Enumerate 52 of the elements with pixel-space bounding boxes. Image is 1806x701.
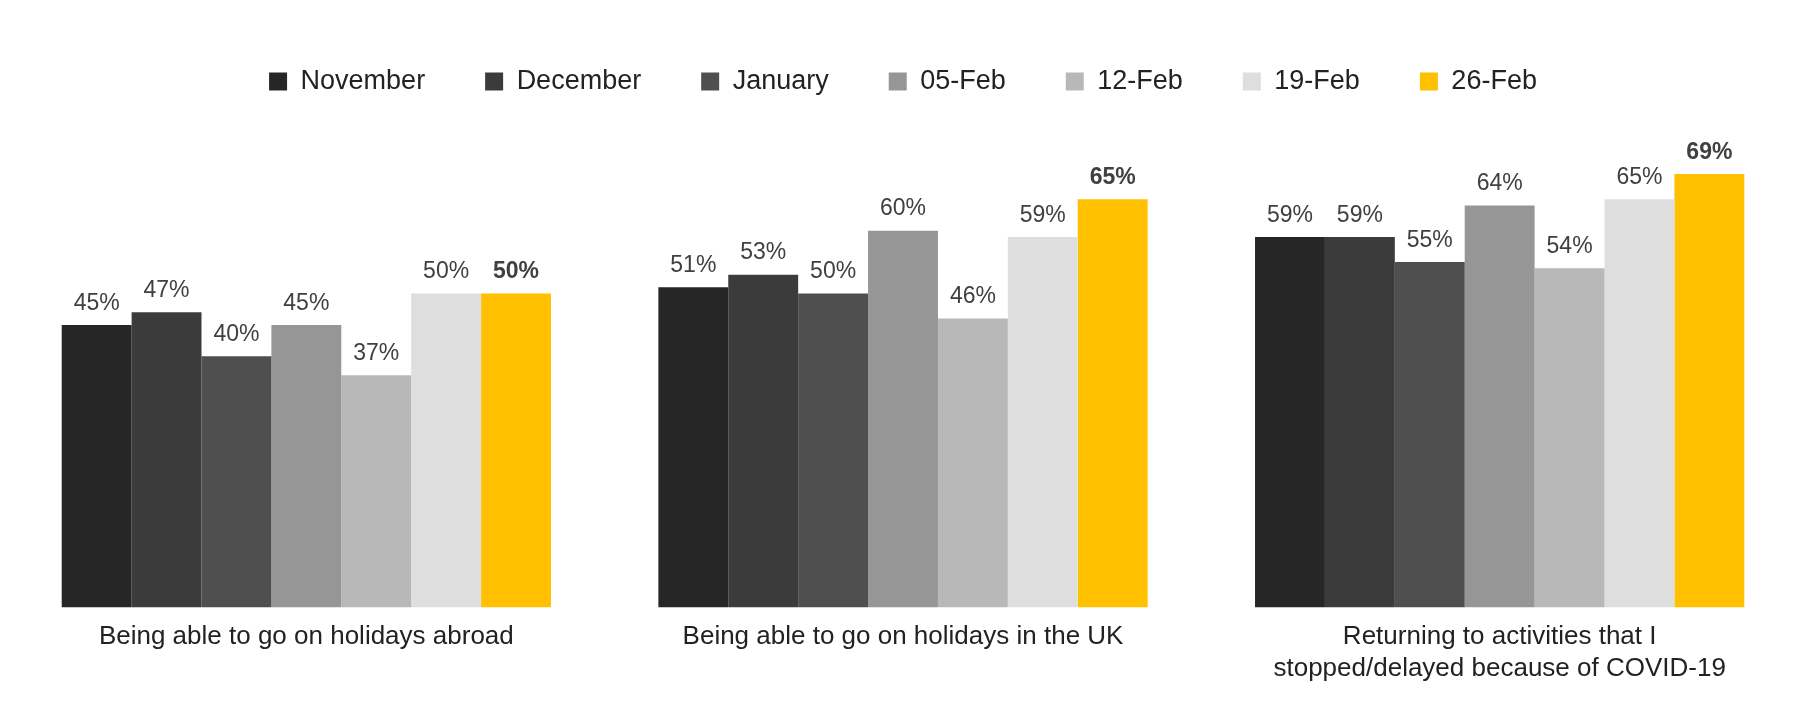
bar [868, 230, 938, 608]
bar [728, 274, 799, 608]
legend-label: 19-Feb [1274, 64, 1360, 95]
legend-label: December [516, 64, 642, 95]
legend-label: 05-Feb [920, 64, 1006, 95]
data-label: 59% [1266, 200, 1313, 227]
bar [798, 293, 869, 608]
bar [271, 324, 342, 608]
data-label: 47% [143, 276, 190, 303]
bar [1604, 199, 1675, 608]
data-label: 59% [1336, 200, 1383, 227]
legend-label: 26-Feb [1451, 64, 1537, 95]
data-label: 59% [1019, 200, 1066, 227]
data-label: 64% [1476, 169, 1523, 196]
bar [937, 318, 1008, 608]
data-label: 46% [949, 282, 996, 309]
bar [1077, 199, 1148, 608]
bar [341, 375, 412, 608]
bar [131, 312, 202, 608]
bar [1394, 262, 1465, 608]
x-tick-label: Being able to go on holidays in the UK [682, 620, 1125, 651]
data-label: 65% [1089, 163, 1136, 190]
x-tick-label: Being able to go on holidays abroad [98, 620, 514, 651]
legend-label: 12-Feb [1097, 64, 1183, 95]
bar [411, 293, 482, 608]
data-label: 45% [283, 288, 330, 315]
bar [201, 356, 272, 608]
data-label: 45% [73, 288, 120, 315]
data-label: 50% [493, 257, 540, 284]
bar [1464, 205, 1535, 608]
data-label: 50% [423, 257, 470, 284]
bar [1674, 174, 1745, 608]
data-label: 65% [1616, 163, 1663, 190]
bar [658, 287, 729, 608]
data-label: 37% [353, 338, 400, 365]
bar [1324, 236, 1395, 608]
data-label: 60% [879, 194, 927, 221]
x-tick-label: Returning to activities that I stopped/delayed because of COVID-19 [1273, 620, 1726, 682]
bar [1007, 236, 1078, 608]
legend-label: January [732, 64, 830, 95]
bar [61, 324, 132, 608]
bar [1534, 268, 1605, 608]
legend-label: November [300, 64, 426, 95]
data-label: 54% [1546, 232, 1593, 259]
bar [481, 293, 551, 608]
data-label: 51% [670, 251, 717, 278]
data-label: 55% [1406, 225, 1453, 252]
data-label: 53% [740, 238, 787, 265]
data-label: 50% [810, 257, 857, 284]
data-label: 69% [1686, 137, 1733, 164]
bar [1255, 236, 1325, 608]
data-label: 40% [213, 320, 260, 347]
